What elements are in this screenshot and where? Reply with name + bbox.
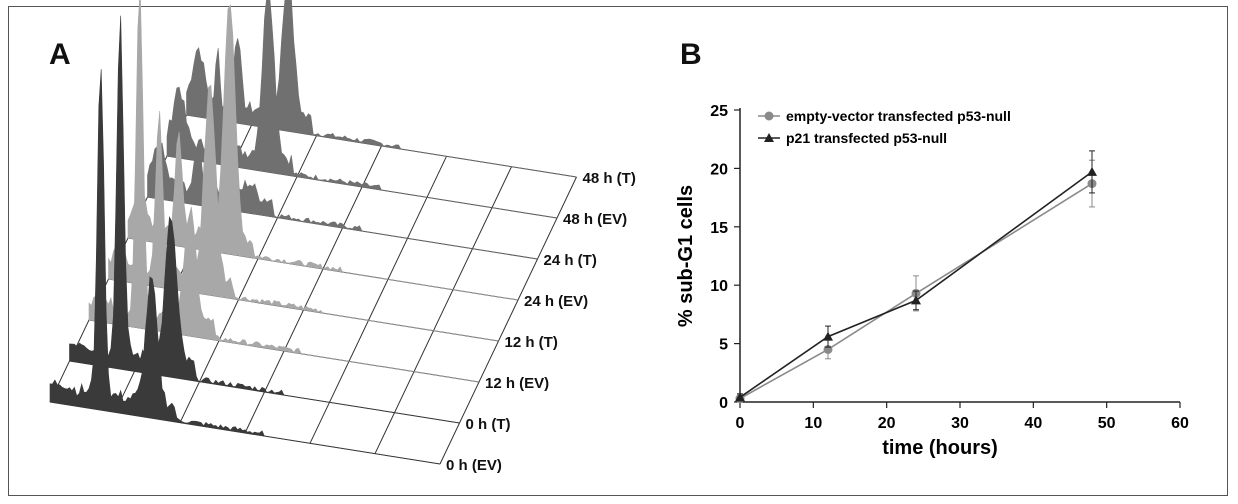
trace-label: 24 h (T) xyxy=(544,252,597,269)
trace-label: 24 h (EV) xyxy=(524,293,588,310)
x-tick-label: 50 xyxy=(1098,415,1116,432)
x-tick-label: 60 xyxy=(1171,415,1189,432)
x-tick-label: 0 xyxy=(736,415,745,432)
legend-entry: p21 transfected p53-null xyxy=(786,130,947,146)
histogram-trace xyxy=(186,0,577,178)
y-tick-label: 0 xyxy=(719,395,728,412)
histogram-trace xyxy=(69,15,460,424)
y-tick-label: 15 xyxy=(710,220,728,237)
panel-b-letter: B xyxy=(680,38,702,71)
x-tick-label: 40 xyxy=(1024,415,1042,432)
data-point xyxy=(911,295,921,305)
data-point xyxy=(735,392,745,402)
y-tick-label: 25 xyxy=(710,103,728,120)
data-point xyxy=(823,331,833,341)
x-axis-label: time (hours) xyxy=(882,437,998,459)
series-p21 xyxy=(735,150,1097,402)
series-line xyxy=(739,171,1093,398)
x-tick-label: 30 xyxy=(951,415,969,432)
legend-entry: empty-vector transfected p53-null xyxy=(786,108,1011,124)
y-tick-label: 10 xyxy=(710,278,728,295)
figure-frame xyxy=(8,6,1228,496)
trace-label: 12 h (EV) xyxy=(485,375,549,392)
trace-label: 0 h (T) xyxy=(466,416,511,433)
panel-b-line-chart: 0 5 10 15 20 25 0 10 20 30 40 50 60 time (hours) % sub… xyxy=(675,103,1189,459)
series-line xyxy=(739,182,1093,400)
y-tick-label: 20 xyxy=(710,161,728,178)
x-tick-label: 20 xyxy=(878,415,896,432)
panel-a-letter: A xyxy=(49,38,71,71)
trace-label: 0 h (EV) xyxy=(446,457,502,474)
trace-label: 48 h (T) xyxy=(583,170,636,187)
data-point xyxy=(1087,166,1097,176)
y-tick-label: 5 xyxy=(719,337,728,354)
legend: empty-vector transfected p53-null p21 tra… xyxy=(758,108,1011,146)
histogram-trace xyxy=(49,69,441,465)
y-axis-label: % sub-G1 cells xyxy=(675,185,697,327)
panel-a-histogram-stack: 48 h (T) 48 h (EV) 24 h (T) 24 h (EV) 12 h (… xyxy=(49,0,636,474)
x-tick-label: 10 xyxy=(804,415,822,432)
trace-label: 48 h (EV) xyxy=(563,211,627,228)
series-empty-vector xyxy=(735,159,1097,403)
trace-label: 12 h (T) xyxy=(505,334,558,351)
